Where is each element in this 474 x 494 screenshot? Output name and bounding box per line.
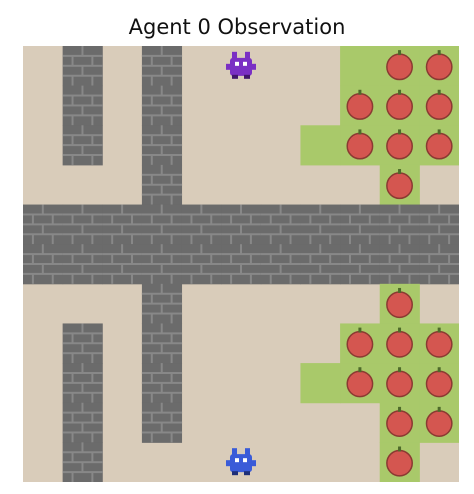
apple-icon — [386, 449, 413, 477]
grass-tile — [340, 46, 381, 87]
apple-stem — [398, 446, 402, 452]
apple-icon — [386, 172, 413, 200]
agent-blue-icon — [226, 448, 256, 476]
apple-stem — [398, 367, 402, 373]
apple-stem — [398, 50, 402, 56]
apple-icon — [386, 330, 413, 358]
game-board — [23, 46, 459, 482]
chart-title: Agent 0 Observation — [128, 15, 346, 39]
apple-stem — [437, 327, 441, 333]
apple-stem — [398, 129, 402, 135]
apple-icon — [386, 410, 413, 437]
apple-stem — [358, 89, 362, 95]
grass-tile — [300, 363, 341, 404]
apple-stem — [398, 327, 402, 333]
apple-stem — [398, 406, 402, 412]
agent-purple-icon — [226, 51, 256, 79]
apple-stem — [398, 89, 402, 95]
apple-icon — [346, 370, 374, 398]
apple-stem — [437, 406, 441, 412]
apple-icon — [425, 93, 453, 120]
apple-icon — [425, 132, 453, 160]
grass-tile — [300, 125, 341, 166]
apple-icon — [346, 93, 374, 120]
apple-icon — [425, 370, 453, 398]
apple-stem — [437, 129, 441, 135]
apple-stem — [358, 327, 362, 333]
apple-stem — [398, 287, 402, 293]
apple-icon — [346, 132, 374, 160]
apple-stem — [437, 50, 441, 56]
apple-icon — [425, 330, 453, 358]
apple-icon — [425, 410, 453, 437]
apple-stem — [437, 89, 441, 95]
apple-icon — [386, 370, 413, 398]
board-svg — [23, 46, 459, 482]
apple-icon — [386, 53, 413, 81]
apple-icon — [346, 330, 374, 358]
apple-stem — [437, 367, 441, 373]
apple-stem — [358, 367, 362, 373]
apple-stem — [358, 129, 362, 135]
apple-icon — [425, 53, 453, 81]
apple-icon — [386, 93, 413, 120]
apple-icon — [386, 291, 413, 319]
apple-icon — [386, 132, 413, 160]
apple-stem — [398, 169, 402, 175]
